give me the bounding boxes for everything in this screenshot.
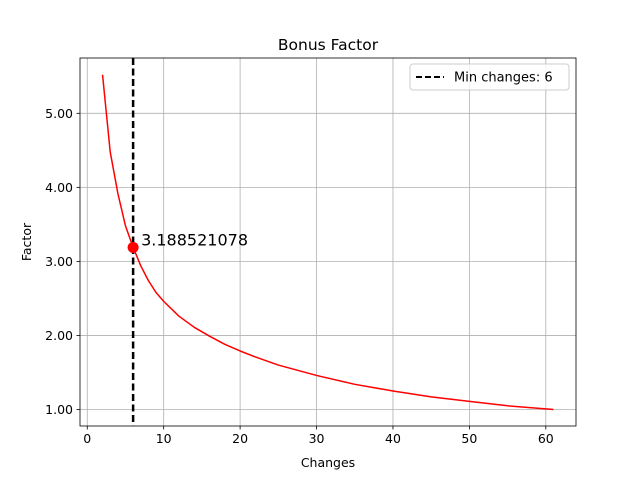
y-tick-label: 5.00 [45, 106, 73, 121]
y-tick-label: 1.00 [45, 402, 73, 417]
x-axis-label: Changes [301, 455, 355, 470]
grid-lines [80, 58, 576, 426]
legend-label: Min changes: 6 [454, 71, 553, 86]
x-tick-label: 20 [232, 431, 248, 446]
x-tick-label: 40 [385, 431, 401, 446]
y-axis-label: Factor [19, 222, 34, 261]
legend-box [409, 63, 570, 91]
x-tick-label: 60 [538, 431, 554, 446]
y-tick-label: 3.00 [45, 254, 73, 269]
axis-ticks: 0 10 20 30 40 50 60 1.00 2.00 3.00 4.00 5.00 [45, 106, 554, 446]
x-tick-label: 10 [156, 431, 172, 446]
y-tick-label: 2.00 [45, 328, 73, 343]
legend: Min changes: 6 [409, 63, 570, 91]
x-tick-label: 0 [83, 431, 91, 446]
y-tick-label: 4.00 [45, 180, 73, 195]
x-tick-label: 30 [309, 431, 325, 446]
factor-curve-line [101, 74, 554, 411]
x-tick-label: 50 [461, 431, 477, 446]
highlight-point-label: 3.188521078 [141, 230, 248, 249]
chart-title: Bonus Factor [278, 36, 379, 54]
plot-data [101, 58, 554, 426]
highlight-point-marker [127, 241, 139, 253]
plot-frame [79, 57, 577, 427]
